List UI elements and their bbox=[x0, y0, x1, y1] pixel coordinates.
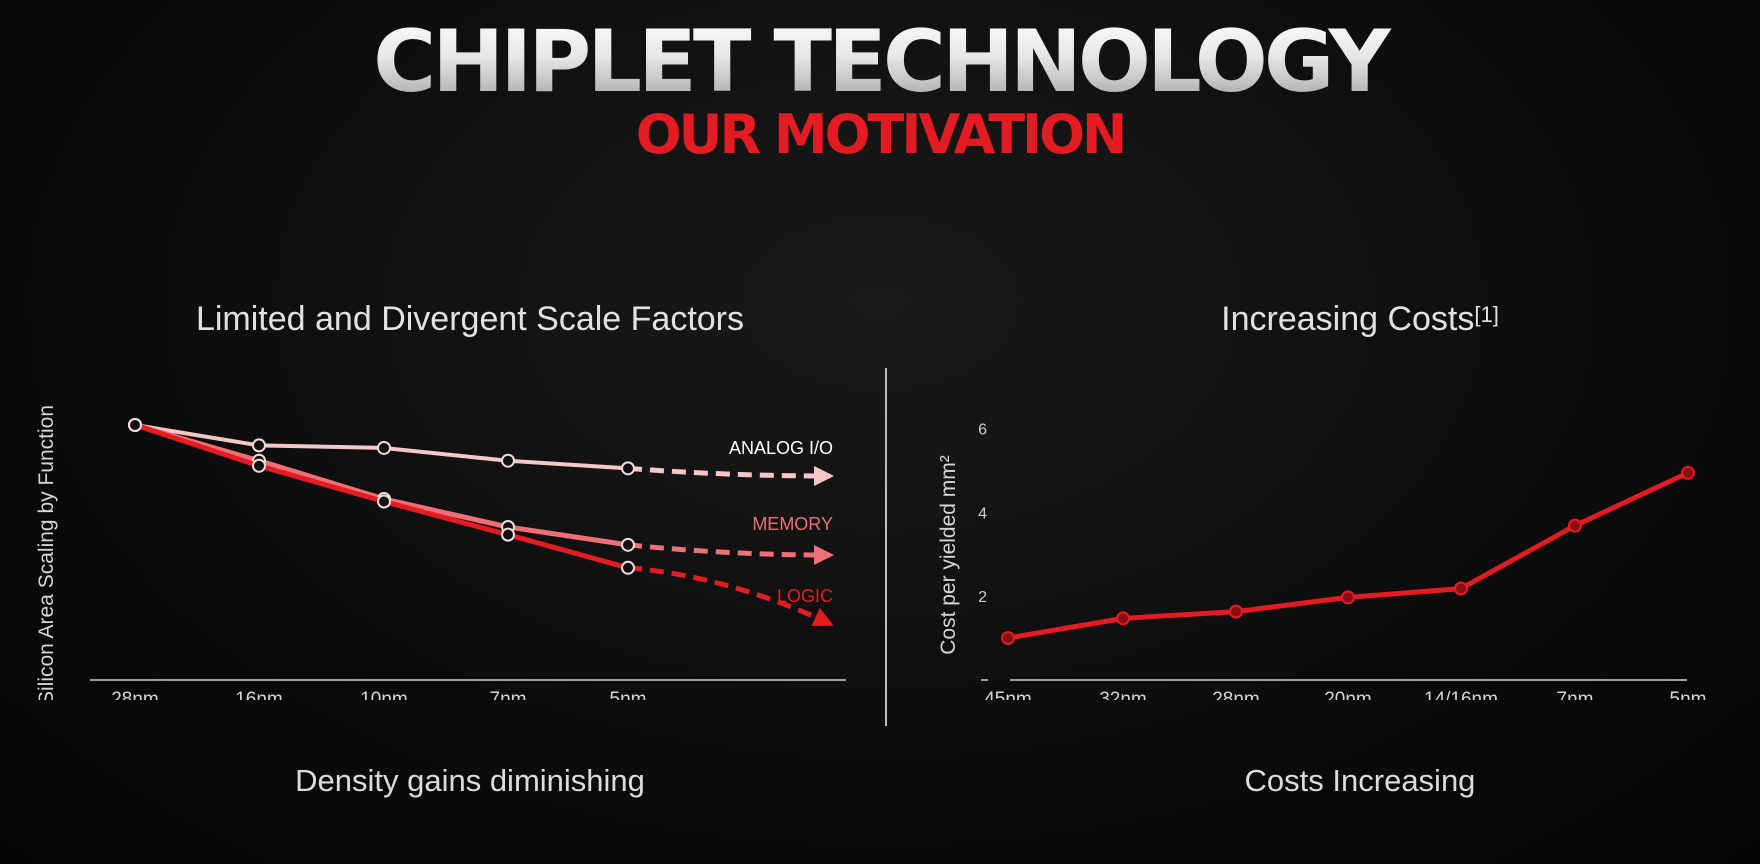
cost-line bbox=[1005, 470, 1691, 641]
y-tick-label-6: 6 bbox=[978, 421, 987, 438]
series-projection-logic bbox=[627, 565, 834, 627]
x-tick-label-7nm: 7nm bbox=[490, 689, 527, 700]
x-tick-label-14-16nm: 14/16nm bbox=[1424, 689, 1498, 700]
point-analog-i-o-10nm bbox=[377, 440, 391, 455]
point-logic-5nm bbox=[621, 560, 635, 575]
x-tick-label-20nm: 20nm bbox=[1324, 689, 1372, 700]
point-logic-10nm bbox=[377, 494, 391, 509]
slide-title: CHIPLET TECHNOLOGY bbox=[0, 12, 1760, 112]
x-tick-label-5nm: 5nm bbox=[610, 689, 647, 700]
point-analog-i-o-7nm bbox=[501, 453, 515, 468]
cost-point-32nm bbox=[1116, 611, 1130, 626]
series-label-logic: LOGIC bbox=[777, 586, 833, 606]
point-memory-5nm bbox=[621, 537, 635, 552]
point-analog-i-o-5nm bbox=[621, 461, 635, 476]
y-axis-label: Cost per yielded mm² bbox=[937, 455, 960, 655]
point-analog-i-o-16nm bbox=[252, 438, 266, 453]
right-chart-title: Increasing Costs[1] bbox=[1000, 294, 1720, 344]
series-projection-analog-i-o bbox=[627, 465, 834, 486]
series-projection-memory bbox=[627, 542, 834, 566]
y-tick-label-4: 4 bbox=[978, 505, 987, 522]
right-chart-caption: Costs Increasing bbox=[1244, 763, 1476, 798]
point-logic-28nm bbox=[128, 418, 142, 432]
series-label-analog-i-o: ANALOG I/O bbox=[729, 438, 833, 458]
cost-point-7nm bbox=[1568, 518, 1582, 533]
left-chart-title: Limited and Divergent Scale Factors bbox=[195, 300, 745, 338]
x-tick-label-45nm: 45nm bbox=[984, 689, 1032, 700]
x-tick-label-28nm: 28nm bbox=[111, 689, 159, 700]
cost-point-20nm bbox=[1341, 590, 1355, 605]
right-chart: Cost per yielded mm² 2 4 6 45nm 32nm 28nm 20nm 1… bbox=[937, 421, 1707, 700]
left-chart-caption: Density gains diminishing bbox=[295, 763, 645, 798]
cost-point-28nm bbox=[1229, 604, 1243, 619]
y-tick-label-2: 2 bbox=[978, 589, 987, 606]
x-tick-label-28nm: 28nm bbox=[1212, 689, 1260, 700]
slide-subtitle: OUR MOTIVATION bbox=[635, 103, 1127, 166]
x-tick-label-7nm: 7nm bbox=[1557, 689, 1594, 700]
series-label-memory: MEMORY bbox=[752, 514, 833, 534]
x-tick-label-16nm: 16nm bbox=[235, 689, 283, 700]
x-tick-label-32nm: 32nm bbox=[1099, 689, 1147, 700]
x-tick-label-5nm: 5nm bbox=[1670, 689, 1707, 700]
y-axis-label: Silicon Area Scaling by Function bbox=[35, 405, 58, 700]
point-logic-7nm bbox=[501, 527, 515, 542]
x-tick-label-10nm: 10nm bbox=[360, 689, 408, 700]
left-chart: Silicon Area Scaling by Function 28nm 16nm… bbox=[35, 405, 846, 700]
panel-divider bbox=[885, 368, 887, 726]
right-chart-title-text: Increasing Costs bbox=[1221, 300, 1475, 338]
cost-point-5nm bbox=[1681, 465, 1695, 480]
cost-point-45nm bbox=[1001, 631, 1015, 646]
cost-point-14-16nm bbox=[1454, 581, 1468, 596]
point-logic-16nm bbox=[252, 458, 266, 473]
footnote-marker: [1] bbox=[1474, 302, 1499, 327]
